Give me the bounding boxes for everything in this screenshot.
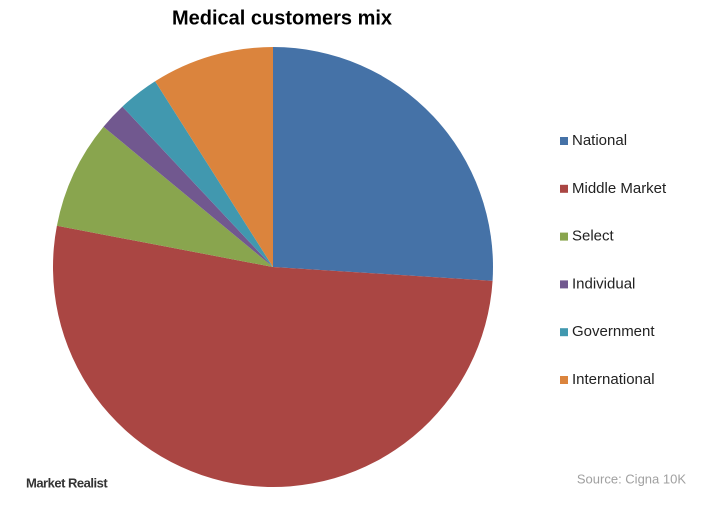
legend-swatch (560, 328, 568, 337)
pie-slice (273, 47, 494, 281)
legend-label: Individual (572, 275, 635, 292)
legend-swatch (560, 280, 568, 289)
legend-swatch (560, 376, 568, 384)
legend-label: Select (572, 228, 615, 245)
pie-slice (52, 225, 493, 488)
chart-title: Medical customers mix (172, 7, 392, 29)
pie-slice (103, 106, 273, 268)
watermark: Market Realist (26, 475, 108, 490)
legend-label: Middle Market (572, 180, 667, 197)
source-note: Source: Cigna 10K (577, 471, 686, 486)
pie-slice (122, 81, 274, 267)
legend-swatch (560, 184, 568, 193)
pie-slice (155, 47, 273, 267)
legend-label: International (572, 371, 655, 388)
legend-label: National (572, 132, 627, 149)
legend-swatch (560, 232, 568, 241)
legend-swatch (560, 137, 568, 145)
legend-label: Government (572, 323, 655, 340)
pie-slice (56, 126, 273, 267)
